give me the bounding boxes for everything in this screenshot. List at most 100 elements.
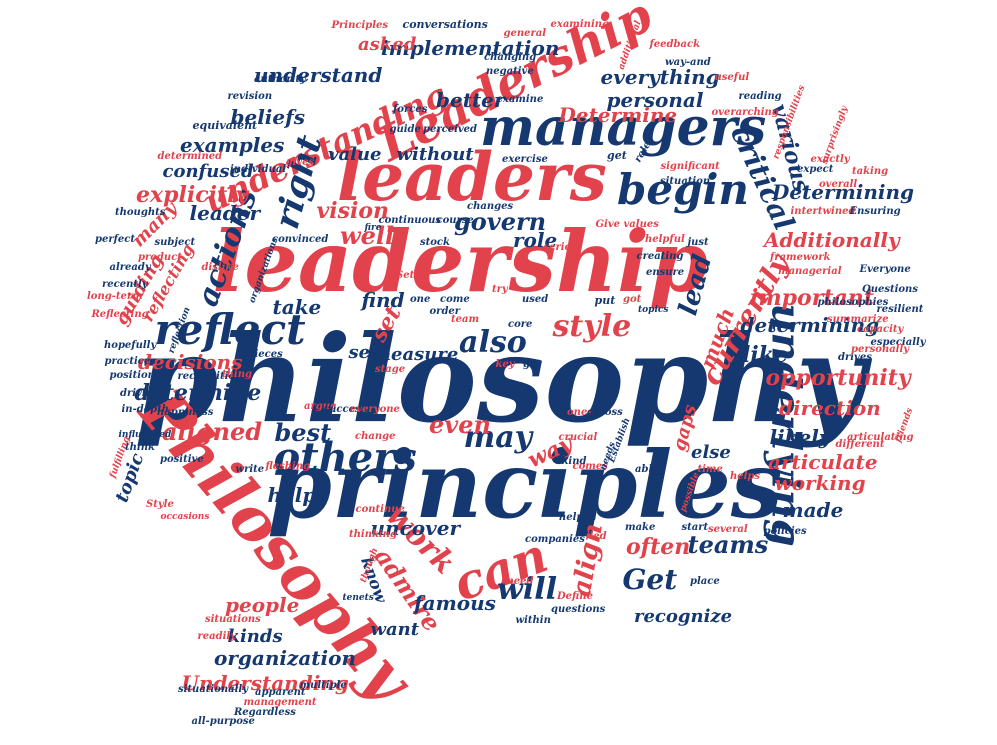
cloud-word: especially [870, 337, 926, 348]
cloud-word: govern [454, 207, 547, 236]
cloud-word: crucial [558, 432, 598, 443]
cloud-word: managerial [778, 266, 842, 277]
cloud-word: measure [372, 344, 459, 365]
cloud-word: principles [267, 431, 783, 539]
cloud-word: exercise [502, 154, 548, 165]
cloud-word: one [410, 294, 431, 305]
cloud-word: determining [740, 313, 880, 337]
cloud-word: multiple [299, 680, 347, 691]
cloud-word: fire [364, 222, 382, 233]
cloud-word: capacity [857, 324, 904, 335]
cloud-word: positions [109, 370, 161, 381]
cloud-word: asked [358, 34, 417, 55]
cloud-word: Ensuring [849, 206, 901, 217]
cloud-word: forces [393, 104, 428, 115]
cloud-word: Regardless [234, 707, 296, 718]
cloud-word: perceived [423, 124, 478, 135]
cloud-word: Reflecting [91, 309, 149, 320]
cloud-word: make [625, 522, 656, 533]
cloud-word: Style [146, 499, 174, 510]
cloud-word: personal [606, 88, 704, 112]
cloud-word: place [690, 576, 720, 587]
cloud-word: get [523, 359, 541, 370]
cloud-word: time [697, 464, 723, 475]
cloud-word: likely [769, 425, 831, 449]
cloud-word: opportunity [765, 365, 911, 391]
cloud-word: try [492, 284, 508, 295]
cloud-word: overall [819, 179, 858, 190]
cloud-word: useful [714, 72, 750, 83]
cloud-word: dislike [201, 262, 239, 273]
cloud-word: continue [355, 504, 405, 515]
cloud-word: reflect [154, 305, 306, 354]
cloud-word: topics [638, 304, 669, 315]
cloud-word: several [708, 524, 748, 535]
cloud-word: situation [660, 176, 711, 187]
cloud-word: all-purpose [191, 716, 255, 727]
cloud-word: helped [559, 512, 597, 523]
cloud-word: managers [480, 97, 767, 158]
cloud-word: find [361, 288, 405, 312]
cloud-word: leader [189, 201, 261, 225]
cloud-word: thing [222, 369, 252, 380]
cloud-word: negative [486, 66, 534, 77]
cloud-word: overarching [711, 107, 779, 118]
cloud-word: series [543, 242, 577, 253]
cloud-word: feedback [649, 39, 701, 50]
cloud-word: perfect [95, 234, 135, 245]
cloud-word: changes [467, 201, 514, 212]
cloud-word: take [272, 295, 322, 319]
cloud-word: summarize [827, 314, 889, 325]
cloud-word: situationally [178, 684, 249, 695]
cloud-word: drives [838, 352, 872, 363]
cloud-word: even [429, 410, 491, 439]
cloud-word: Define [557, 591, 593, 602]
cloud-word: hopefully [104, 340, 157, 351]
cloud-word: reading [738, 91, 782, 102]
cloud-word: leaders [337, 138, 607, 216]
cloud-word: recently [102, 279, 148, 290]
cloud-word: examples [180, 133, 285, 157]
cloud-word: explicitly [136, 182, 249, 208]
cloud-word: implementation [381, 36, 560, 60]
cloud-word: role [513, 228, 558, 252]
cloud-word: occasions [160, 511, 210, 522]
cloud-word: may [463, 420, 533, 455]
cloud-word: used [522, 294, 549, 305]
cloud-word: want [370, 619, 420, 640]
cloud-word: others [273, 434, 417, 481]
cloud-word: long-term [87, 291, 143, 302]
cloud-word: important [750, 285, 874, 311]
cloud-word: uncover [370, 516, 460, 540]
cloud-word: see [348, 342, 382, 363]
cloud-word: helps [730, 471, 761, 482]
cloud-word: got [623, 294, 642, 305]
cloud-word: organization [214, 646, 356, 670]
cloud-word: thinking [349, 529, 397, 540]
cloud-word: aligned [162, 417, 263, 446]
cloud-word: success [323, 404, 367, 415]
cloud-word: helpful [645, 234, 685, 245]
cloud-word: write [235, 464, 265, 475]
cloud-word: recognition [177, 371, 243, 382]
cloud-word: resilient [876, 304, 924, 315]
cloud-word: questions [551, 604, 606, 615]
cloud-word: situations [205, 614, 261, 625]
cloud-word: beliefs [230, 105, 306, 129]
cloud-word: Get [622, 563, 678, 596]
cloud-word: Give values [595, 219, 659, 230]
cloud-word: kind [561, 456, 587, 467]
cloud-word: Principles [331, 20, 389, 31]
cloud-word: teams [687, 530, 769, 559]
cloud-word: working [774, 471, 866, 495]
cloud-word: framework [770, 252, 831, 263]
cloud-word: guide [389, 124, 421, 135]
cloud-word: Understanding [181, 671, 349, 695]
cloud-word: decisions [138, 350, 243, 374]
cloud-word: determine [134, 380, 262, 406]
cloud-word: thoughts [115, 207, 166, 218]
cloud-word: everything [600, 65, 720, 89]
cloud-word: equivalent [192, 118, 258, 132]
cloud-word: ones [567, 407, 593, 418]
cloud-word: start [681, 522, 709, 533]
